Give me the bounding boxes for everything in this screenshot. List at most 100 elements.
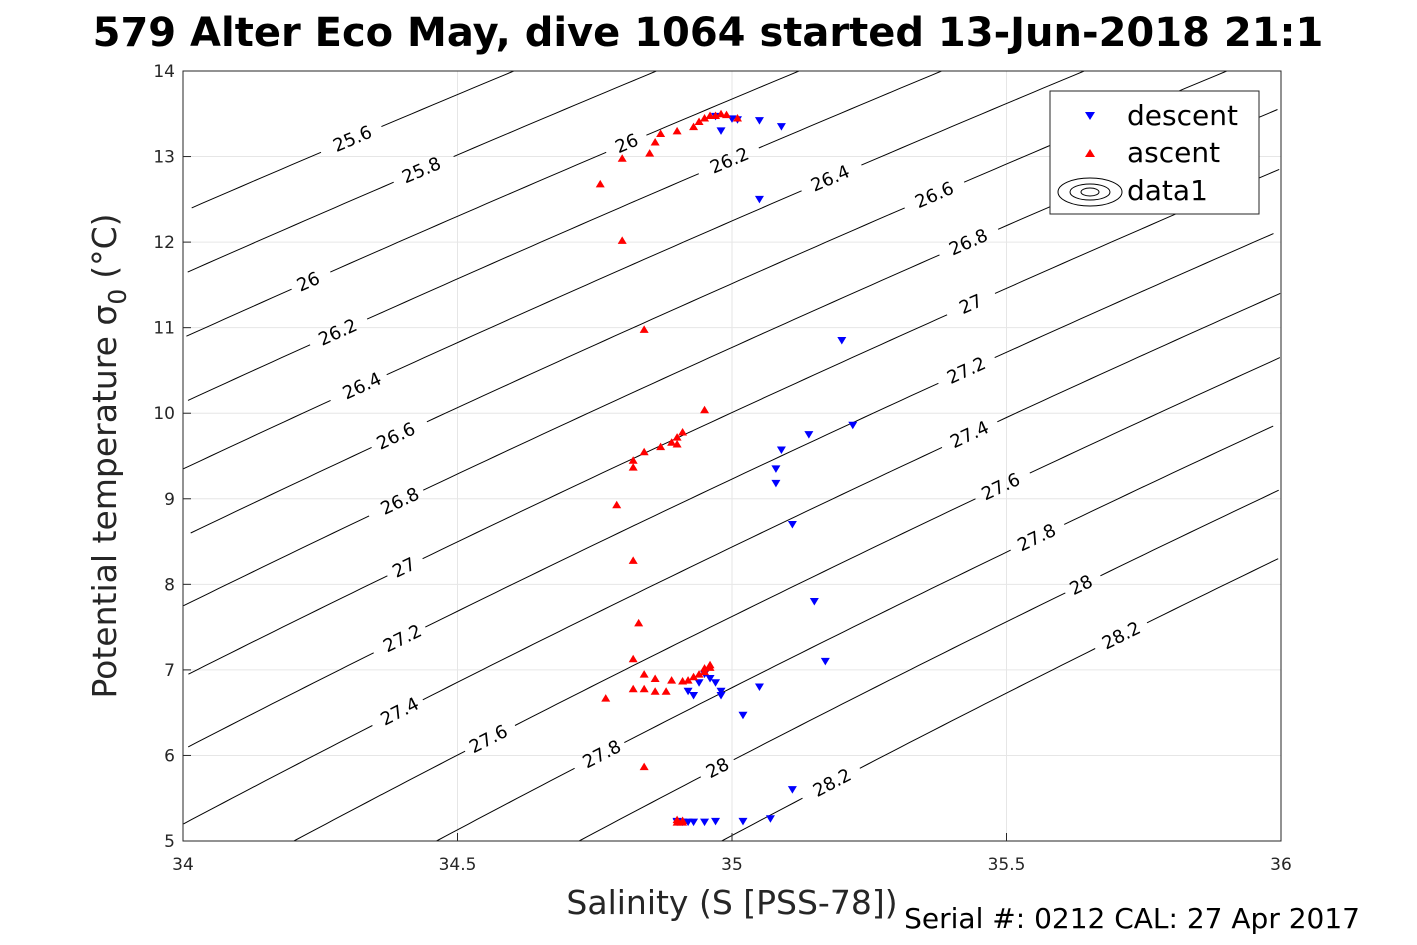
ascent-point (628, 684, 638, 693)
ascent-point (628, 654, 638, 663)
density-contour (183, 70, 1085, 470)
descent-point (837, 337, 847, 345)
descent-point (754, 195, 764, 204)
y-tick-label: 9 (164, 490, 175, 510)
ascent-point (689, 122, 699, 131)
descent-point (711, 817, 721, 826)
y-tick-label: 5 (164, 832, 175, 852)
descent-point (809, 597, 819, 606)
descent-point (700, 818, 710, 827)
ascent-point (672, 440, 682, 448)
density-contour (721, 558, 1279, 842)
descent-point (683, 687, 693, 696)
y-axis-label-subscript: 0 (103, 289, 132, 305)
descent-point (694, 679, 704, 687)
ascent-point (612, 500, 622, 509)
ascent-point (667, 676, 677, 684)
descent-point (738, 817, 748, 826)
y-axis: 5 6 7 8 9 10 11 12 13 14 (153, 62, 191, 852)
y-tick-label: 11 (153, 319, 175, 339)
y-axis-label: Potential temperature σ0 (°C) (85, 213, 132, 698)
ascent-point (661, 687, 671, 695)
ascent-point (683, 676, 693, 684)
descent-point (804, 431, 814, 439)
ascent-point (656, 442, 666, 451)
ascent-point (678, 428, 688, 436)
y-tick-label: 10 (153, 404, 175, 424)
x-tick-label: 36 (1270, 855, 1292, 875)
descent-point (716, 687, 726, 696)
ascent-point (678, 818, 688, 826)
ascent-point (634, 618, 644, 627)
ascent-point (700, 114, 710, 122)
x-tick-label: 35.5 (988, 855, 1026, 875)
density-contour (186, 70, 800, 337)
ascent-point (645, 149, 655, 157)
y-tick-label: 8 (164, 575, 175, 595)
serial-calibration-note: Serial #: 0212 CAL: 27 Apr 2017 (904, 902, 1360, 935)
density-contour (187, 70, 657, 273)
ascent-point (672, 433, 682, 441)
density-contour (191, 70, 514, 209)
ascent-point (705, 660, 715, 669)
ascent-point (650, 674, 660, 682)
ascent-point (639, 670, 649, 678)
y-tick-label: 7 (164, 661, 175, 681)
descent-point (820, 657, 830, 666)
ascent-point (667, 438, 677, 446)
x-axis-label: Salinity (S [PSS-78]) (566, 883, 897, 922)
ascent-point (639, 447, 649, 456)
y-tick-label: 6 (164, 746, 175, 766)
descent-point (716, 127, 726, 135)
x-tick-label: 34.5 (439, 855, 477, 875)
chart-title: 579 Alter Eco May, dive 1064 started 13-… (93, 10, 1324, 56)
ascent-point (722, 110, 732, 119)
ascent-point (694, 117, 704, 125)
y-axis-label-main: Potential temperature σ (85, 305, 124, 699)
legend-marker-ascent (1085, 149, 1095, 157)
descent-point (848, 421, 858, 430)
ascent-point (639, 762, 649, 771)
y-tick-label: 13 (153, 148, 175, 168)
legend-label-ascent: ascent (1127, 136, 1220, 169)
ascent-point (628, 463, 638, 471)
descent-point (705, 674, 715, 683)
descent-point (776, 446, 786, 455)
legend-box (1049, 90, 1260, 215)
density-contour (293, 357, 1281, 842)
descent-point (765, 815, 775, 823)
descent-point (754, 117, 764, 125)
ascent-point (595, 179, 605, 188)
density-contour (436, 425, 1274, 842)
ascent-point (650, 687, 660, 695)
descent-point (776, 123, 786, 131)
descent-point (754, 683, 764, 691)
density-contour (187, 70, 942, 401)
legend-label-data1: data1 (1127, 174, 1208, 207)
ascent-point (700, 405, 710, 414)
ascent-point (656, 129, 666, 137)
ascent-point (617, 236, 627, 244)
descent-point (787, 520, 797, 529)
ascent-point (628, 556, 638, 564)
ascent-point (694, 670, 704, 678)
legend-contour-icon (1057, 177, 1123, 207)
legend-marker-descent (1085, 112, 1095, 120)
y-tick-label: 12 (153, 233, 175, 253)
x-tick-label: 35 (721, 855, 743, 875)
legend: descent ascent data1 (1049, 90, 1260, 215)
ascent-point (639, 684, 649, 693)
ascent-point (689, 672, 699, 681)
descent-point (771, 479, 781, 488)
density-contour (183, 292, 1281, 825)
ascent-point (601, 694, 611, 702)
legend-label-descent: descent (1127, 99, 1238, 132)
ascent-point (628, 456, 638, 464)
descent-point (689, 692, 699, 700)
density-contour (578, 489, 1279, 842)
descent-point (738, 711, 748, 720)
x-tick-label: 34 (172, 855, 194, 875)
y-axis-label-unit: (°C) (85, 213, 124, 278)
descent-point (787, 786, 797, 794)
